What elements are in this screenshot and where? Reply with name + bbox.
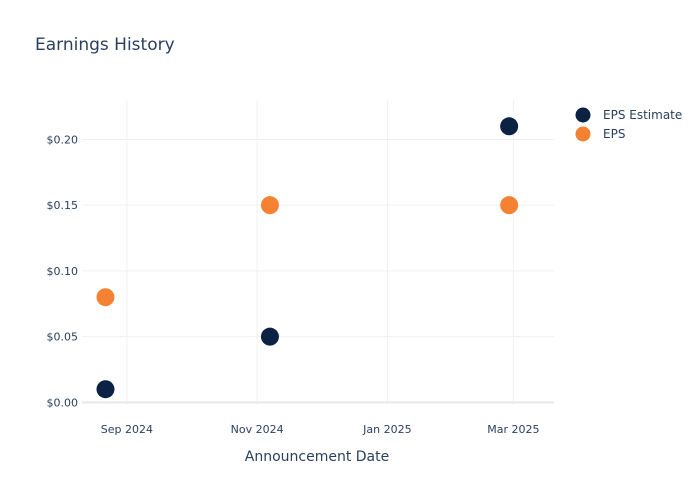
x-tick-label: Nov 2024 — [231, 423, 284, 436]
x-tick-label: Sep 2024 — [101, 423, 153, 436]
x-tick-label: Jan 2025 — [362, 423, 411, 436]
legend-label-eps-estimate: EPS Estimate — [603, 108, 682, 122]
eps-estimate-point — [260, 327, 279, 346]
chart-title: Earnings History — [35, 35, 175, 55]
eps-estimate-point — [96, 380, 115, 399]
x-axis-title: Announcement Date — [245, 449, 389, 465]
y-tick-label: $0.05 — [47, 331, 79, 344]
eps-estimate-point — [500, 117, 519, 136]
x-tick-label: Mar 2025 — [487, 423, 539, 436]
y-tick-label: $0.15 — [47, 199, 79, 212]
legend-marker-eps-estimate — [575, 107, 591, 123]
legend-marker-eps — [575, 126, 591, 142]
legend-label-eps: EPS — [603, 127, 625, 141]
y-tick-label: $0.20 — [47, 133, 79, 146]
axis-layer: Sep 2024 Nov 2024 Jan 2025 Mar 2025 $0.00 $0.… — [47, 133, 540, 436]
eps-point — [500, 196, 519, 215]
points-layer — [96, 117, 519, 399]
legend[interactable]: EPS Estimate EPS — [575, 107, 683, 142]
y-tick-label: $0.00 — [47, 396, 79, 409]
eps-point — [260, 196, 279, 215]
y-tick-label: $0.10 — [47, 265, 79, 278]
eps-point — [96, 288, 115, 307]
grid-layer — [82, 100, 554, 405]
